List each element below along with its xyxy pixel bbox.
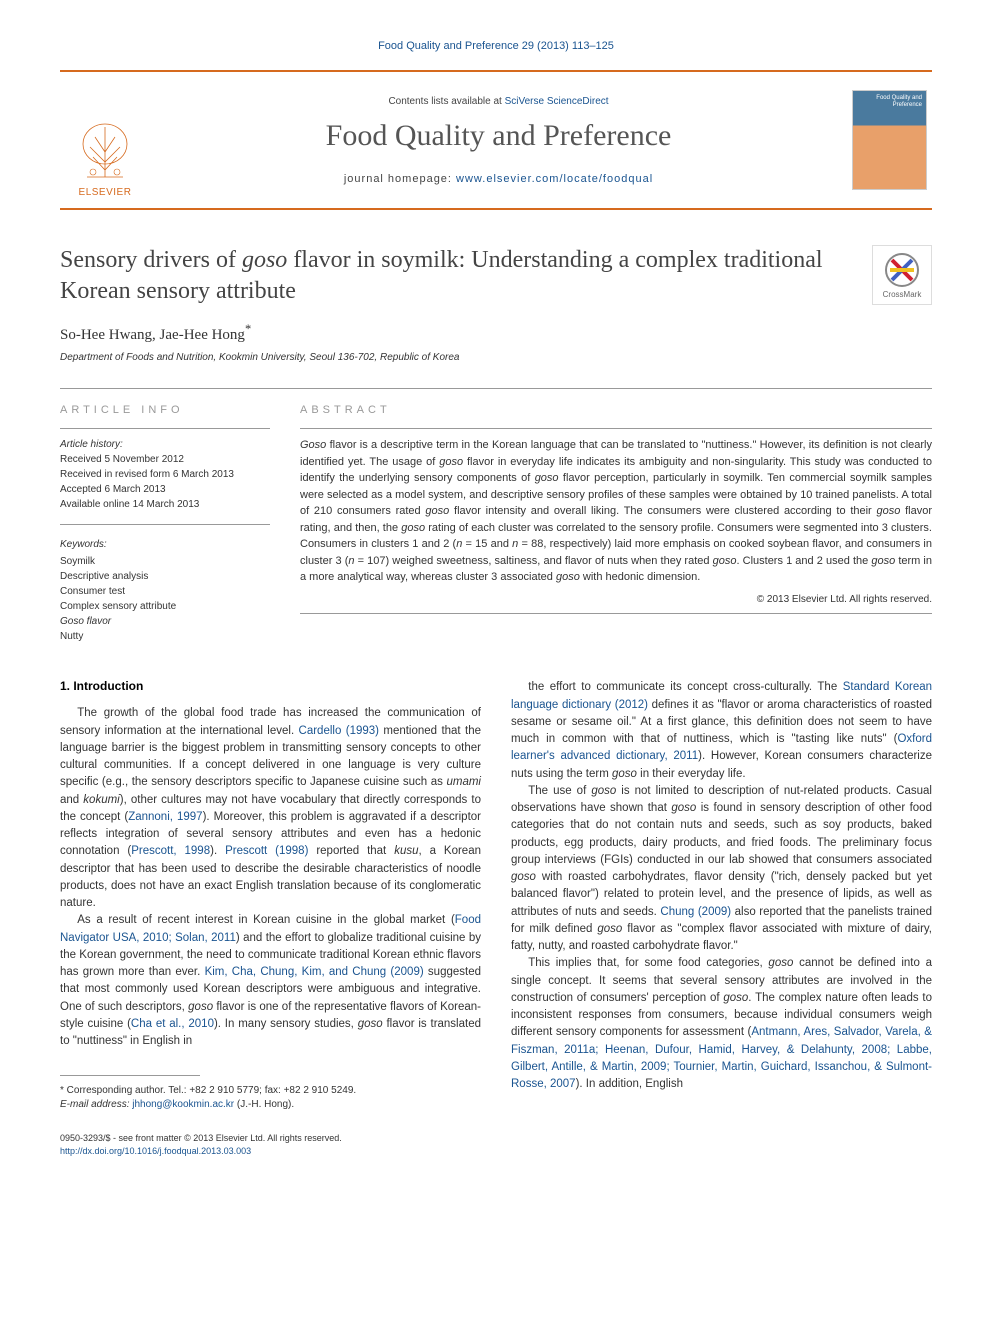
- keywords: Keywords: Soymilk Descriptive analysis C…: [60, 537, 270, 644]
- history-label: Article history:: [60, 437, 270, 452]
- keyword-item: Goso flavor: [60, 616, 111, 627]
- elsevier-tree-icon: [75, 122, 135, 187]
- footnote-separator: [60, 1075, 200, 1076]
- crossmark-label: CrossMark: [883, 290, 922, 299]
- body-paragraph: As a result of recent interest in Korean…: [60, 912, 481, 1050]
- reference-link[interactable]: Antmann, Ares, Salvador, Varela, & Fiszm…: [511, 1026, 932, 1090]
- divider: [300, 428, 932, 429]
- homepage-link[interactable]: www.elsevier.com/locate/foodqual: [456, 173, 653, 185]
- doi-link[interactable]: http://dx.doi.org/10.1016/j.foodqual.201…: [60, 1146, 251, 1156]
- keywords-label: Keywords:: [60, 537, 270, 552]
- copyright-line: © 2013 Elsevier Ltd. All rights reserved…: [300, 594, 932, 605]
- corresponding-author-footnote: * Corresponding author. Tel.: +82 2 910 …: [60, 1084, 481, 1112]
- reference-link[interactable]: Zannoni, 1997: [128, 811, 202, 823]
- reference-link[interactable]: Oxford learner's advanced dictionary, 20…: [511, 733, 932, 762]
- homepage-line: journal homepage: www.elsevier.com/locat…: [344, 173, 653, 185]
- crossmark-icon: [884, 252, 920, 288]
- abstract-label: ABSTRACT: [300, 404, 932, 416]
- contents-prefix: Contents lists available at: [388, 96, 504, 107]
- reference-link[interactable]: Chung (2009): [660, 906, 731, 918]
- email-suffix: (J.-H. Hong).: [234, 1099, 294, 1110]
- body-column-right: the effort to communicate its concept cr…: [511, 679, 932, 1112]
- cover-title: Food Quality and Preference: [853, 95, 922, 108]
- reference-link[interactable]: Standard Korean language dictionary (201…: [511, 681, 932, 710]
- authors: So-Hee Hwang, Jae-Hee Hong*: [60, 322, 832, 344]
- divider: [60, 428, 270, 429]
- keyword-item: Descriptive analysis: [60, 569, 270, 584]
- reference-link[interactable]: Prescott, 1998: [131, 845, 210, 857]
- history-item: Received 5 November 2012: [60, 452, 270, 467]
- footnote-corr: * Corresponding author. Tel.: +82 2 910 …: [60, 1084, 481, 1098]
- body-paragraph: The growth of the global food trade has …: [60, 705, 481, 912]
- article-history: Article history: Received 5 November 201…: [60, 437, 270, 525]
- history-item: Received in revised form 6 March 2013: [60, 467, 270, 482]
- sciencedirect-link[interactable]: SciVerse ScienceDirect: [505, 96, 609, 107]
- article-info-label: ARTICLE INFO: [60, 404, 270, 416]
- history-item: Available online 14 March 2013: [60, 497, 270, 512]
- body-paragraph: This implies that, for some food categor…: [511, 955, 932, 1093]
- reference-link[interactable]: Prescott (1998): [225, 845, 308, 857]
- citation-line: Food Quality and Preference 29 (2013) 11…: [60, 40, 932, 52]
- journal-cover[interactable]: Food Quality and Preference: [847, 72, 932, 208]
- divider: [300, 613, 932, 614]
- body-column-left: 1. Introduction The growth of the global…: [60, 679, 481, 1112]
- keyword-item: Complex sensory attribute: [60, 599, 270, 614]
- reference-link[interactable]: Cha et al., 2010: [131, 1018, 214, 1030]
- keyword-item: Nutty: [60, 629, 270, 644]
- reference-link[interactable]: Cardello (1993): [299, 725, 379, 737]
- keyword-item: Soymilk: [60, 554, 270, 569]
- journal-header: ELSEVIER Contents lists available at Sci…: [60, 70, 932, 210]
- keyword-item: Consumer test: [60, 584, 270, 599]
- body-paragraph: the effort to communicate its concept cr…: [511, 679, 932, 783]
- reference-link[interactable]: Kim, Cha, Chung, Kim, and Chung (2009): [205, 966, 424, 978]
- email-label: E-mail address:: [60, 1099, 129, 1110]
- reference-link[interactable]: Food Navigator USA, 2010; Solan, 2011: [60, 914, 481, 943]
- publisher-name: ELSEVIER: [79, 187, 132, 198]
- history-item: Accepted 6 March 2013: [60, 482, 270, 497]
- affiliation: Department of Foods and Nutrition, Kookm…: [60, 352, 832, 363]
- homepage-prefix: journal homepage:: [344, 173, 456, 185]
- publisher-logo[interactable]: ELSEVIER: [60, 72, 150, 208]
- body-paragraph: The use of goso is not limited to descri…: [511, 783, 932, 956]
- crossmark-badge[interactable]: CrossMark: [872, 245, 932, 305]
- contents-available-line: Contents lists available at SciVerse Sci…: [388, 96, 608, 107]
- journal-title: Food Quality and Preference: [326, 119, 672, 153]
- section-heading: 1. Introduction: [60, 679, 481, 693]
- article-title: Sensory drivers of goso flavor in soymil…: [60, 245, 832, 307]
- divider: [60, 388, 932, 389]
- abstract-text: Goso flavor is a descriptive term in the…: [300, 437, 932, 586]
- footer-copyright: 0950-3293/$ - see front matter © 2013 El…: [60, 1132, 932, 1145]
- author-email-link[interactable]: jhhong@kookmin.ac.kr: [129, 1099, 234, 1110]
- page-footer: 0950-3293/$ - see front matter © 2013 El…: [60, 1132, 932, 1157]
